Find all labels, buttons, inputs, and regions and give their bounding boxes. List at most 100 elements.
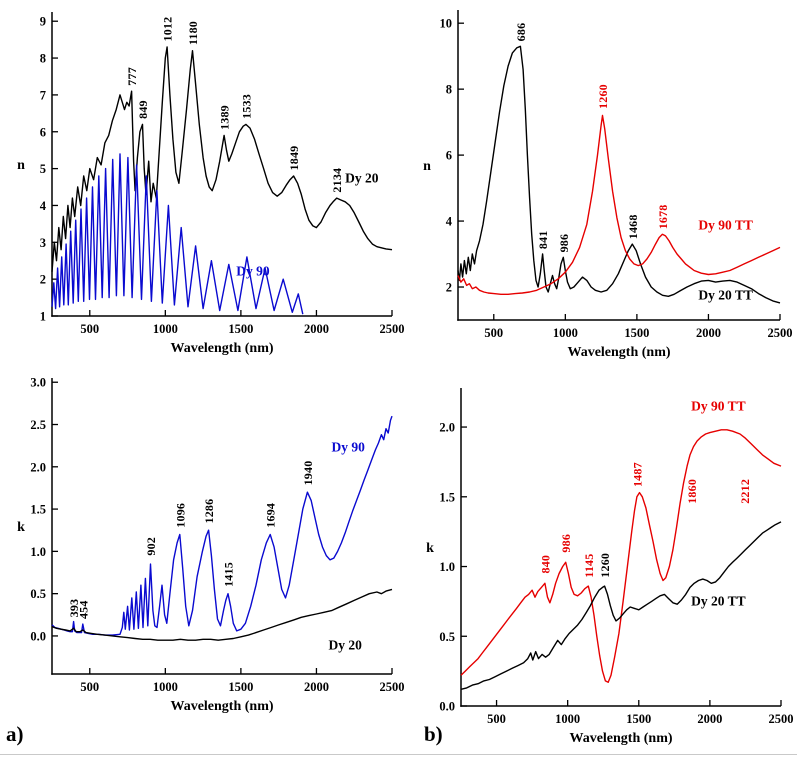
peak-annotation: 1415 bbox=[222, 562, 236, 587]
series-label: Dy 90 bbox=[236, 263, 270, 278]
y-tick-label: 1 bbox=[40, 310, 46, 324]
x-tick-label: 1000 bbox=[555, 712, 580, 726]
series-label: Dy 20 TT bbox=[691, 594, 746, 609]
chart-n-as-deposited: 500 1000 1500 2000 2500 1 2 3 4 5 6 7 8 9 777 849 1012 11… bbox=[8, 4, 405, 362]
peak-annotation: 1533 bbox=[239, 94, 253, 119]
chart-k-as-deposited: 500 1000 1500 2000 2500 0.0 0.5 1.0 1.5 2.0 2.5 3.0… bbox=[8, 370, 405, 720]
y-axis-title: k bbox=[17, 520, 25, 535]
x-tick-label: 2000 bbox=[304, 322, 329, 336]
x-tick-label: 2000 bbox=[697, 712, 722, 726]
x-axis-title: Wavelength (nm) bbox=[567, 345, 670, 360]
y-axis-title: k bbox=[426, 541, 434, 556]
x-tick-label: 500 bbox=[80, 322, 99, 336]
y-tick-label: 2.0 bbox=[439, 421, 455, 435]
peak-annotation: 686 bbox=[514, 23, 528, 42]
y-tick-label: 6 bbox=[446, 149, 452, 163]
y-tick-label: 0.5 bbox=[439, 630, 455, 644]
y-axis-title: n bbox=[423, 159, 431, 174]
peak-annotation: 1468 bbox=[626, 214, 640, 239]
peak-annotation: 454 bbox=[76, 600, 90, 619]
y-tick-label: 5 bbox=[40, 162, 46, 176]
y-tick-label: 3 bbox=[40, 236, 46, 250]
y-tick-label: 8 bbox=[446, 83, 452, 97]
y-tick-label: 2.0 bbox=[30, 460, 46, 474]
x-tick-label: 1000 bbox=[553, 326, 578, 340]
x-axis-title: Wavelength (nm) bbox=[170, 699, 273, 714]
series-label: Dy 90 TT bbox=[691, 398, 746, 413]
series-label: Dy 90 bbox=[331, 440, 365, 455]
series-label: Dy 20 bbox=[345, 171, 379, 186]
x-tick-label: 2000 bbox=[304, 680, 329, 694]
x-tick-label: 500 bbox=[484, 326, 503, 340]
x-tick-label: 1500 bbox=[624, 326, 649, 340]
peak-annotation: 1849 bbox=[287, 146, 301, 171]
peak-annotation: 902 bbox=[144, 537, 158, 556]
y-tick-label: 0.0 bbox=[30, 629, 46, 643]
chart-k-annealed: 500 1000 1500 2000 2500 0.0 0.5 1.0 1.5 2.0 840 986… bbox=[417, 380, 794, 752]
series-label: Dy 90 TT bbox=[698, 217, 753, 232]
figure-bottom-border bbox=[0, 754, 797, 755]
series-label: Dy 20 TT bbox=[698, 288, 753, 303]
series-dy-20-tt bbox=[457, 45, 781, 304]
x-tick-label: 500 bbox=[487, 712, 506, 726]
x-axis-title: Wavelength (nm) bbox=[569, 731, 672, 746]
series-dy-90 bbox=[51, 153, 304, 315]
y-tick-label: 2 bbox=[40, 273, 46, 287]
x-tick-label: 1000 bbox=[153, 680, 178, 694]
y-tick-label: 4 bbox=[40, 199, 47, 213]
peak-annotation: 1487 bbox=[630, 462, 644, 487]
y-tick-label: 1.0 bbox=[439, 560, 455, 574]
y-axis-title: n bbox=[17, 158, 25, 173]
chart-n-annealed: 500 1000 1500 2000 2500 2 4 6 8 10 686 841 986 1260 14… bbox=[414, 2, 793, 366]
peak-annotation: 1694 bbox=[264, 503, 278, 528]
peak-annotation: 1678 bbox=[656, 204, 670, 229]
series-dy-90-tt bbox=[457, 114, 781, 295]
peak-annotation: 841 bbox=[536, 230, 550, 249]
peak-annotation: 1180 bbox=[186, 21, 200, 45]
panel-label-a: a) bbox=[6, 722, 24, 746]
peak-annotation: 1096 bbox=[173, 503, 187, 528]
peak-annotation: 1286 bbox=[202, 499, 216, 524]
y-tick-label: 3.0 bbox=[30, 376, 46, 390]
peak-annotation: 1860 bbox=[685, 479, 699, 504]
y-tick-label: 6 bbox=[40, 125, 46, 139]
peak-annotation: 1389 bbox=[218, 105, 232, 130]
peak-annotation: 1260 bbox=[596, 84, 610, 109]
peak-annotation: 1012 bbox=[161, 17, 175, 42]
x-tick-label: 2500 bbox=[769, 712, 794, 726]
y-tick-label: 0.0 bbox=[439, 700, 455, 714]
peak-annotation: 2212 bbox=[738, 479, 752, 504]
peak-annotation: 849 bbox=[136, 100, 150, 119]
y-tick-label: 0.5 bbox=[30, 587, 46, 601]
y-tick-label: 2 bbox=[446, 281, 452, 295]
x-tick-label: 2000 bbox=[696, 326, 721, 340]
peak-annotation: 1145 bbox=[582, 554, 596, 578]
peak-annotation: 2134 bbox=[330, 168, 344, 193]
y-tick-label: 1.0 bbox=[30, 545, 46, 559]
series-dy-20 bbox=[51, 588, 393, 641]
peak-annotation: 777 bbox=[125, 67, 139, 86]
series-dy-90-tt bbox=[460, 429, 782, 683]
peak-annotation: 393 bbox=[67, 599, 81, 618]
x-tick-label: 2500 bbox=[380, 322, 405, 336]
peak-annotation: 986 bbox=[559, 534, 573, 553]
x-tick-label: 1500 bbox=[228, 680, 253, 694]
y-tick-label: 7 bbox=[40, 88, 46, 102]
y-tick-label: 9 bbox=[40, 15, 46, 29]
y-tick-label: 2.5 bbox=[30, 418, 46, 432]
panel-label-b: b) bbox=[424, 722, 443, 746]
x-tick-label: 1000 bbox=[153, 322, 178, 336]
x-tick-label: 2500 bbox=[768, 326, 793, 340]
x-tick-label: 1500 bbox=[626, 712, 651, 726]
peak-annotation: 1940 bbox=[301, 461, 315, 486]
x-tick-label: 500 bbox=[80, 680, 99, 694]
y-tick-label: 10 bbox=[440, 17, 453, 31]
y-tick-label: 4 bbox=[446, 215, 453, 229]
peak-annotation: 840 bbox=[538, 555, 552, 574]
x-axis-title: Wavelength (nm) bbox=[170, 341, 273, 356]
x-tick-label: 2500 bbox=[380, 680, 405, 694]
y-tick-label: 1.5 bbox=[30, 503, 46, 517]
peak-annotation: 986 bbox=[557, 234, 571, 253]
series-dy-20-tt bbox=[460, 521, 782, 690]
